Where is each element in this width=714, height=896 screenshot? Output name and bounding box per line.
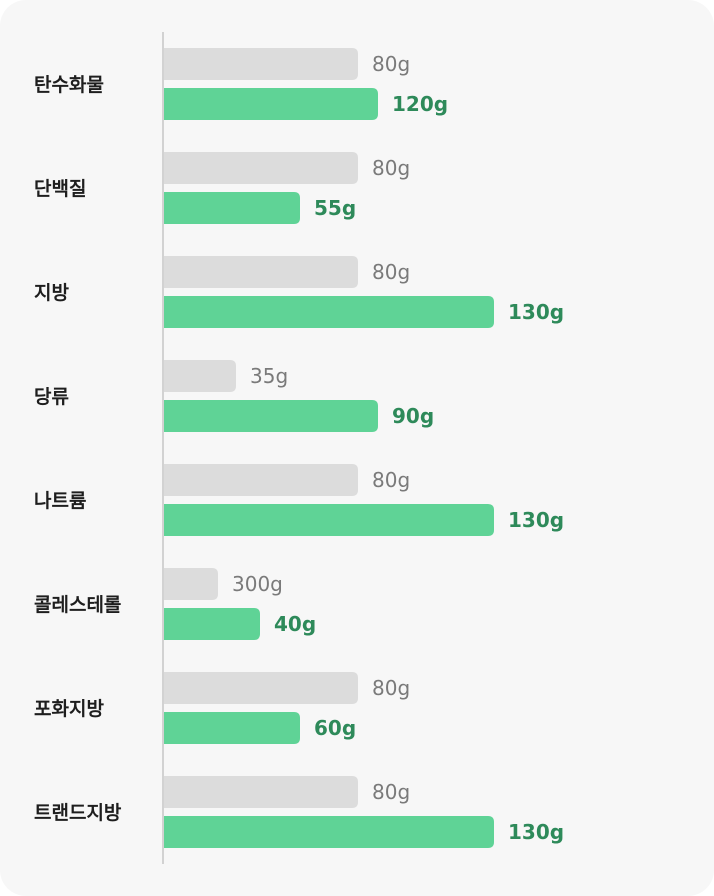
category-label: 트랜드지방 [34,802,122,824]
reference-bar [163,152,358,184]
category-label: 포화지방 [34,698,104,720]
value-label: 120g [392,92,448,116]
reference-bar [163,360,236,392]
reference-bar [163,48,358,80]
value-bar [163,504,494,536]
category-label: 탄수화물 [34,74,104,96]
reference-value-label: 80g [372,676,410,700]
value-bar [163,88,378,120]
category-label: 단백질 [34,178,86,200]
value-bar [163,296,494,328]
value-label: 40g [274,612,316,636]
reference-bar [163,776,358,808]
value-label: 130g [508,508,564,532]
reference-value-label: 80g [372,156,410,180]
reference-value-label: 80g [372,780,410,804]
category-label: 콜레스테롤 [34,594,121,616]
value-label: 90g [392,404,434,428]
value-label: 55g [314,196,356,220]
value-bar [163,712,300,744]
value-bar [163,192,300,224]
reference-value-label: 80g [372,52,410,76]
category-label: 나트륨 [34,490,86,512]
reference-bar [163,256,358,288]
value-bar [163,400,378,432]
category-label: 당류 [34,386,69,408]
value-label: 130g [508,820,564,844]
reference-bar [163,464,358,496]
reference-bar [163,568,218,600]
reference-value-label: 80g [372,468,410,492]
reference-value-label: 300g [232,572,283,596]
value-bar [163,816,494,848]
category-label: 지방 [34,282,69,304]
value-bar [163,608,260,640]
reference-value-label: 35g [250,364,288,388]
value-label: 130g [508,300,564,324]
reference-bar [163,672,358,704]
value-label: 60g [314,716,356,740]
reference-value-label: 80g [372,260,410,284]
